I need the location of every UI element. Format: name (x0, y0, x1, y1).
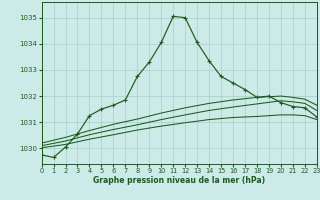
X-axis label: Graphe pression niveau de la mer (hPa): Graphe pression niveau de la mer (hPa) (93, 176, 265, 185)
